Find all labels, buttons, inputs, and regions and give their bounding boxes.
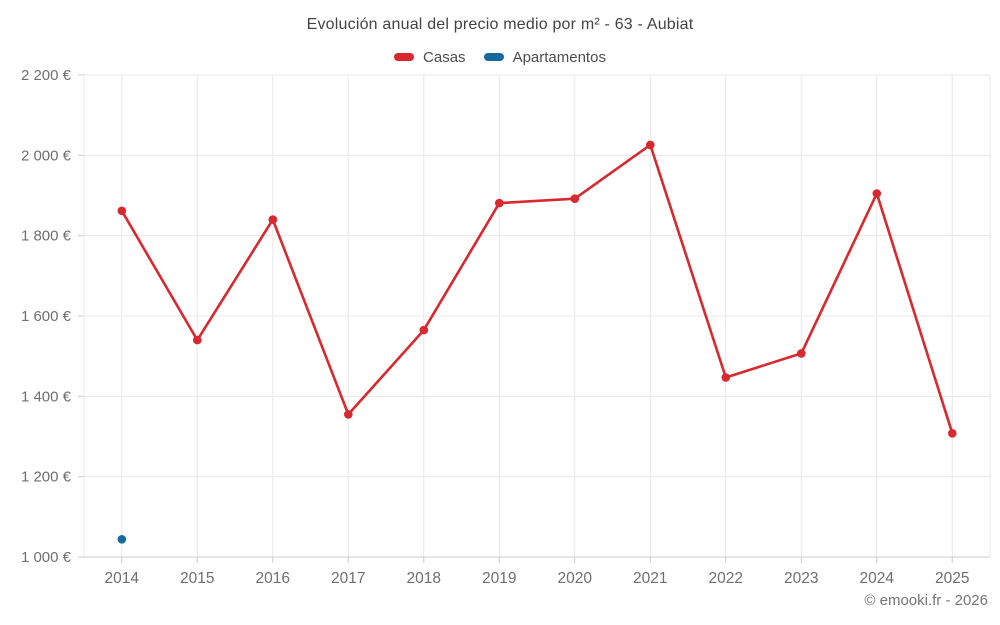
y-axis-tick-label: 2 200 €	[21, 67, 72, 84]
x-axis-tick-label: 2023	[784, 570, 818, 587]
x-axis-tick-label: 2021	[633, 570, 667, 587]
data-point-casas[interactable]	[646, 140, 655, 150]
copyright-footer: © emooki.fr - 2026	[864, 592, 988, 609]
data-point-casas[interactable]	[721, 373, 731, 382]
y-axis-tick-label: 1 200 €	[21, 469, 72, 486]
chart-title: Evolución anual del precio medio por m² …	[306, 16, 694, 33]
x-axis-tick-label: 2020	[558, 570, 593, 587]
legend-item-casas[interactable]: Casas	[394, 49, 466, 66]
y-axis-tick-label: 1 800 €	[21, 228, 72, 245]
series-line-casas	[120, 143, 954, 435]
x-axis-tick-label: 2025	[935, 570, 969, 587]
x-axis-tick-label: 2022	[709, 570, 743, 587]
x-axis-tick-label: 2024	[860, 570, 895, 587]
y-axis-tick-label: 1 400 €	[21, 388, 72, 405]
data-point-casas[interactable]	[193, 335, 202, 345]
data-point-casas[interactable]	[570, 194, 580, 203]
data-point-casas[interactable]	[948, 429, 957, 438]
data-point-casas[interactable]	[872, 189, 882, 198]
legend-label-apartamentos: Apartamentos	[512, 48, 606, 66]
data-point-casas[interactable]	[495, 198, 504, 208]
casas-legend-swatch-icon	[394, 53, 415, 61]
y-axis-tick-label: 1 600 €	[21, 308, 72, 325]
data-point-apartamentos[interactable]	[117, 535, 127, 544]
chart-legend: Casas Apartamentos	[0, 46, 1000, 68]
x-axis-tick-label: 2019	[482, 570, 516, 587]
x-axis-tick-label: 2018	[407, 570, 441, 587]
y-axis-tick-label: 2 000 €	[21, 147, 72, 164]
data-point-casas[interactable]	[344, 410, 353, 419]
x-axis-tick-label: 2017	[331, 570, 365, 587]
x-axis-tick-label: 2014	[105, 570, 140, 587]
x-axis-tick-label: 2015	[180, 570, 214, 587]
data-point-casas[interactable]	[797, 349, 806, 358]
data-point-casas[interactable]	[117, 206, 127, 216]
legend-label-casas: Casas	[423, 48, 466, 66]
x-axis-tick-label: 2016	[256, 570, 290, 587]
data-point-casas[interactable]	[268, 215, 278, 224]
apartamentos-legend-swatch-icon	[483, 53, 504, 61]
y-axis-tick-label: 1 000 €	[21, 549, 72, 566]
legend-item-apartamentos[interactable]: Apartamentos	[483, 48, 606, 66]
data-point-casas[interactable]	[419, 325, 429, 335]
